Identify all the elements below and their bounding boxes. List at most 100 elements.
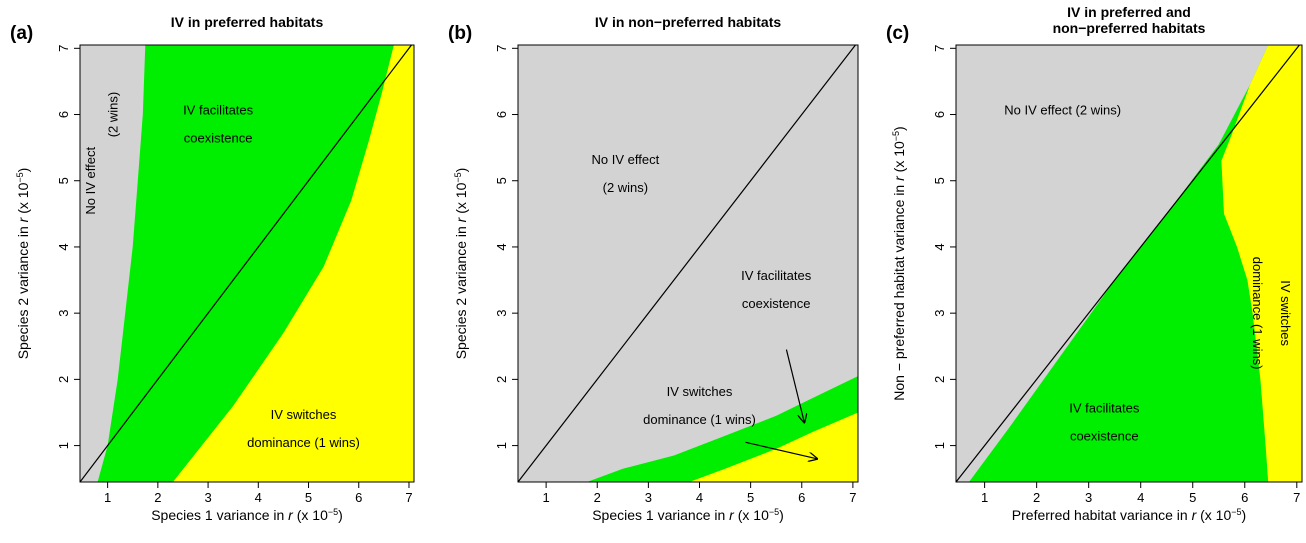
x-tick-label: 1 xyxy=(543,490,550,505)
panel-letter: (b) xyxy=(448,23,472,44)
y-tick-label: 4 xyxy=(56,243,71,250)
region-annotation: No IV effect (2 wins) xyxy=(592,152,660,195)
y-axis-label: Species 2 variance in r (x 10−5) xyxy=(15,168,31,360)
x-tick-label: 3 xyxy=(204,490,211,505)
y-axis-label-part-3: −5 xyxy=(15,172,25,182)
region-annotation: IV switches dominance (1 wins) xyxy=(247,407,360,450)
x-axis-label-part-1: r xyxy=(729,507,735,523)
x-tick-label: 6 xyxy=(355,490,362,505)
region-iv-switches-dominance xyxy=(689,412,858,482)
one-to-one-line xyxy=(956,45,1300,482)
x-tick-label: 7 xyxy=(1293,490,1300,505)
panel-title: non−preferred habitats xyxy=(1053,20,1206,36)
x-tick-label: 4 xyxy=(255,490,262,505)
one-to-one-line xyxy=(518,45,856,482)
annotation-line: No IV effect (2 wins) xyxy=(1004,103,1121,118)
y-tick-label: 5 xyxy=(932,177,947,184)
x-tick-label: 1 xyxy=(981,490,988,505)
x-tick-label: 1 xyxy=(104,490,111,505)
y-tick-label: 7 xyxy=(932,45,947,52)
region-annotation: IV facilitates coexistence xyxy=(741,268,812,311)
panel-2: 1 2 3 4 5 6 7 1 2 3 4 5 6 7 Preferred habitat variance… xyxy=(886,4,1303,523)
annotation-line: (2 wins) xyxy=(106,92,121,138)
region-annotation: (2 wins) xyxy=(106,92,121,138)
y-tick-label: 2 xyxy=(56,376,71,383)
y-tick-label: 6 xyxy=(494,111,509,118)
y-axis-label-part-3: −5 xyxy=(453,172,463,182)
y-tick-label: 6 xyxy=(56,111,71,118)
x-tick-label: 2 xyxy=(594,490,601,505)
y-axis-label-part-4: ) xyxy=(453,168,469,173)
region-iv-switches-dominance xyxy=(1221,45,1302,482)
y-axis-label: Non − preferred habitat variance in r (x… xyxy=(891,126,907,400)
x-axis-label: Species 1 variance in r (x 10−5) xyxy=(151,507,343,523)
annotation-line: IV switches xyxy=(1278,280,1293,346)
x-tick-label: 5 xyxy=(305,490,312,505)
x-tick-label: 2 xyxy=(154,490,161,505)
y-tick-label: 3 xyxy=(56,310,71,317)
panel-letter: (a) xyxy=(10,23,33,44)
region-annotation: IV facilitates coexistence xyxy=(1069,400,1140,443)
y-tick-label: 7 xyxy=(494,45,509,52)
y-axis-label-part-1: r xyxy=(891,175,907,181)
y-tick-label: 5 xyxy=(56,177,71,184)
x-tick-label: 7 xyxy=(405,490,412,505)
x-axis-label-part-4: ) xyxy=(779,507,784,523)
annotation-line: IV switches xyxy=(667,384,733,399)
y-tick-label: 7 xyxy=(56,45,71,52)
y-tick-label: 4 xyxy=(494,243,509,250)
y-axis-label-part-4: ) xyxy=(15,168,31,173)
y-axis-label-part-1: r xyxy=(15,216,31,222)
region-annotation: No IV effect xyxy=(83,147,98,215)
region-annotation: IV facilitates coexistence xyxy=(183,103,254,146)
annotation-line: No IV effect xyxy=(83,147,98,215)
x-tick-label: 5 xyxy=(1189,490,1196,505)
x-axis-label-part-0: Preferred habitat variance in xyxy=(1012,507,1192,523)
y-axis-label-part-4: ) xyxy=(891,126,907,131)
annotation-line: No IV effect xyxy=(592,152,660,167)
x-axis-label-part-3: −5 xyxy=(1231,507,1241,517)
annotation-line: dominance (1 wins) xyxy=(247,435,360,450)
y-axis-label-part-0: Species 2 variance in xyxy=(453,222,469,359)
x-tick-label: 4 xyxy=(696,490,703,505)
panel-letter: (c) xyxy=(886,23,909,44)
region-iv-switches-dominance xyxy=(172,45,414,482)
annotation-arrow xyxy=(745,441,818,459)
annotation-line: coexistence xyxy=(1070,428,1139,443)
panel-title: IV in preferred and xyxy=(1067,4,1191,20)
x-tick-label: 3 xyxy=(1085,490,1092,505)
x-axis-label-part-1: r xyxy=(288,507,294,523)
region-annotation: IV switches dominance (1 wins) xyxy=(643,384,756,427)
y-tick-label: 1 xyxy=(56,442,71,449)
x-tick-label: 2 xyxy=(1033,490,1040,505)
annotation-line: IV facilitates xyxy=(1069,400,1140,415)
annotation-line: IV facilitates xyxy=(183,103,254,118)
x-axis-label-part-4: ) xyxy=(1242,507,1247,523)
y-axis-label-part-1: r xyxy=(453,216,469,222)
y-axis-label-part-0: Non − preferred habitat variance in xyxy=(891,181,907,401)
panel-0: 1 2 3 4 5 6 7 1 2 3 4 5 6 7 Species 1 variance in r (x… xyxy=(10,14,415,523)
x-axis-label-part-2: (x 10 xyxy=(1196,507,1231,523)
y-axis-label: Species 2 variance in r (x 10−5) xyxy=(453,168,469,360)
plot-area xyxy=(956,45,1302,482)
x-axis-label-part-0: Species 1 variance in xyxy=(592,507,729,523)
x-axis-label-part-1: r xyxy=(1192,507,1198,523)
y-tick-label: 3 xyxy=(932,310,947,317)
y-tick-label: 3 xyxy=(494,310,509,317)
annotation-line: IV switches xyxy=(271,407,337,422)
y-tick-label: 1 xyxy=(932,442,947,449)
x-axis-label-part-3: −5 xyxy=(769,507,779,517)
x-tick-label: 5 xyxy=(747,490,754,505)
panel-title: IV in preferred habitats xyxy=(171,14,324,30)
panel-title: IV in non−preferred habitats xyxy=(595,14,782,30)
annotation-line: coexistence xyxy=(184,131,253,146)
annotation-line: dominance (1 wins) xyxy=(643,412,756,427)
x-axis-label-part-0: Species 1 variance in xyxy=(151,507,288,523)
y-axis-label-part-0: Species 2 variance in xyxy=(15,222,31,359)
y-axis-label-part-3: −5 xyxy=(891,131,901,141)
x-axis-label-part-2: (x 10 xyxy=(734,507,769,523)
y-axis-label-part-2: (x 10 xyxy=(453,182,469,217)
x-axis-label: Species 1 variance in r (x 10−5) xyxy=(592,507,784,523)
y-tick-label: 4 xyxy=(932,243,947,250)
